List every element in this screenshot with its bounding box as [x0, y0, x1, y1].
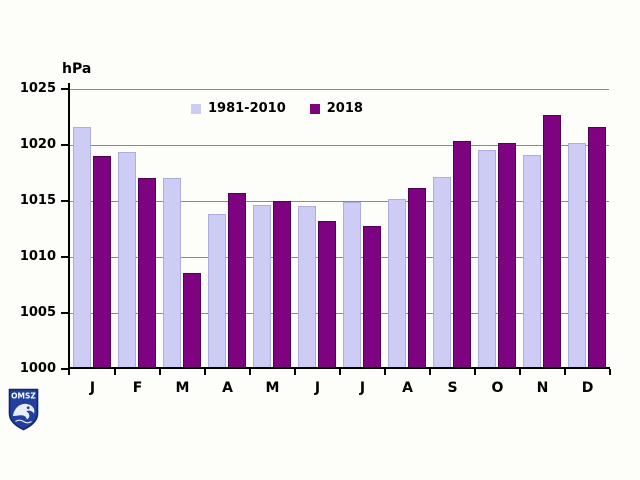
bar-group-3-M: [160, 89, 205, 367]
bar-group-12-D: [565, 89, 610, 367]
x-label-7-J: J: [359, 380, 366, 396]
x-tick-2: [159, 369, 161, 375]
y-label-1010: 1010: [19, 249, 56, 264]
x-tick-6: [339, 369, 341, 375]
x-tick-11: [564, 369, 566, 375]
y-label-1020: 1020: [19, 137, 56, 152]
bar-group-10-O: [475, 89, 520, 367]
bar-group-4-A: [205, 89, 250, 367]
y-tick-1010: [61, 256, 68, 258]
gridline-1020: [70, 145, 609, 146]
x-label-8-A: A: [402, 380, 413, 396]
bar-2018-11-N: [543, 115, 561, 367]
bar-2018-8-A: [408, 187, 426, 367]
legend-swatch-2018: [309, 103, 320, 114]
x-label-2-F: F: [132, 380, 143, 396]
x-tick-8: [429, 369, 431, 375]
bar-1981-2010-10-O: [478, 149, 496, 367]
bar-1981-2010-9-S: [433, 176, 451, 367]
x-label-9-S: S: [447, 380, 458, 396]
bar-group-9-S: [430, 89, 475, 367]
bar-group-11-N: [520, 89, 565, 367]
chart-legend: 1981-2010 2018: [191, 101, 363, 116]
bar-2018-9-S: [453, 140, 471, 367]
bar-2018-12-D: [588, 127, 606, 367]
x-tick-1: [114, 369, 116, 375]
y-axis-title: hPa: [62, 61, 92, 77]
legend-item-1981-2010: 1981-2010: [191, 101, 286, 116]
y-tick-1005: [61, 312, 68, 314]
y-tick-1000: [61, 368, 68, 370]
bar-1981-2010-1-J: [73, 127, 91, 367]
legend-label-1981-2010: 1981-2010: [208, 101, 286, 116]
bar-group-2-F: [115, 89, 160, 367]
x-label-10-O: O: [491, 380, 504, 396]
y-label-1015: 1015: [19, 193, 56, 208]
legend-label-2018: 2018: [326, 101, 363, 116]
x-label-1-J: J: [89, 380, 96, 396]
bar-2018-1-J: [93, 156, 111, 367]
bar-1981-2010-11-N: [523, 155, 541, 367]
bar-group-6-J: [295, 89, 340, 367]
x-label-4-A: A: [222, 380, 233, 396]
omsz-logo-text: OMSZ: [11, 392, 36, 401]
legend-swatch-1981-2010: [191, 103, 201, 114]
bar-group-5-M: [250, 89, 295, 367]
y-tick-1020: [61, 144, 68, 146]
x-tick-4: [249, 369, 251, 375]
x-label-5-M: M: [265, 380, 280, 396]
bar-1981-2010-8-A: [388, 199, 406, 367]
bar-1981-2010-2-F: [118, 152, 136, 367]
bar-1981-2010-7-J: [343, 202, 361, 367]
gridline-1010: [70, 257, 609, 258]
bar-2018-3-M: [183, 272, 201, 367]
gridline-1005: [70, 313, 609, 314]
bar-group-7-J: [340, 89, 385, 367]
y-tick-1025: [61, 88, 68, 90]
gridline-1025: [70, 89, 609, 90]
x-label-3-M: M: [175, 380, 190, 396]
bar-group-1-J: [70, 89, 115, 367]
bar-1981-2010-3-M: [163, 177, 181, 367]
x-tick-9: [474, 369, 476, 375]
x-label-12-D: D: [581, 380, 594, 396]
y-label-1005: 1005: [19, 305, 56, 320]
bar-2018-10-O: [498, 143, 516, 367]
x-tick-0: [68, 369, 70, 375]
bar-2018-5-M: [273, 201, 291, 367]
x-label-11-N: N: [536, 380, 549, 396]
x-tick-12: [609, 369, 611, 375]
x-tick-3: [204, 369, 206, 375]
bar-2018-4-A: [228, 193, 246, 367]
bar-group-8-A: [385, 89, 430, 367]
omsz-logo: OMSZ: [8, 388, 39, 431]
bar-2018-2-F: [138, 177, 156, 367]
gridline-1015: [70, 201, 609, 202]
omsz-wave-eye: [26, 406, 30, 410]
x-tick-7: [384, 369, 386, 375]
bar-1981-2010-4-A: [208, 213, 226, 367]
plot-area: 1025 1020 1015 1010 1005 1000 J F M A M J J A S O N D 19…: [20, 81, 611, 396]
omsz-wave-ripple: [15, 419, 32, 424]
x-tick-5: [294, 369, 296, 375]
bar-2018-6-J: [318, 221, 336, 367]
x-label-6-J: J: [314, 380, 321, 396]
bar-1981-2010-5-M: [253, 204, 271, 367]
x-tick-10: [519, 369, 521, 375]
x-axis-line: [68, 367, 610, 369]
bar-1981-2010-12-D: [568, 143, 586, 367]
bar-1981-2010-6-J: [298, 205, 316, 367]
y-tick-1015: [61, 200, 68, 202]
y-label-1025: 1025: [19, 81, 56, 96]
bar-2018-7-J: [363, 225, 381, 367]
y-axis-line: [68, 83, 70, 371]
y-label-1000: 1000: [19, 361, 56, 376]
legend-item-2018: 2018: [309, 101, 363, 116]
